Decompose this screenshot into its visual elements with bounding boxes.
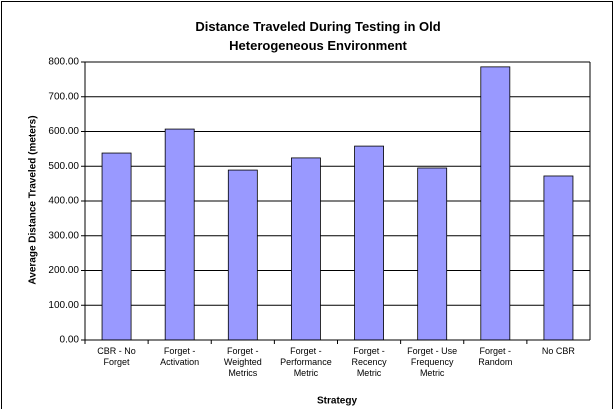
y-axis-label: Average Distance Traveled (meters) [28, 115, 39, 284]
x-axis-label: Strategy [317, 396, 357, 407]
bar [101, 152, 132, 341]
y-tick-label: 0.00 [60, 335, 80, 346]
bar [164, 128, 195, 341]
x-tick-label: Forget - Use Frequency Metric [407, 346, 458, 378]
y-tick-label: 700.00 [48, 91, 79, 102]
y-tick-label: 600.00 [48, 126, 79, 137]
y-tick-label: 200.00 [48, 265, 79, 276]
x-tick-label: Forget - Weighted Metrics [223, 346, 262, 378]
x-tick-label: CBR - No Forget [97, 346, 136, 367]
x-tick-label: No CBR [541, 346, 575, 356]
bar [543, 175, 574, 341]
bar [354, 145, 384, 341]
x-tick-label: Forget - Activation [160, 346, 200, 367]
bar [417, 167, 448, 341]
bar [291, 157, 321, 341]
y-tick-label: 400.00 [48, 196, 79, 207]
bar [227, 169, 258, 341]
x-tick-label: Forget - Performance Metric [280, 346, 332, 378]
y-tick-label: 100.00 [48, 300, 79, 311]
chart-title: Distance Traveled During Testing in Old … [195, 19, 441, 53]
y-tick-label: 800.00 [48, 57, 79, 68]
y-tick-label: 300.00 [48, 230, 79, 241]
x-tick-label: Forget - Recency Metric [351, 346, 387, 378]
bar [480, 66, 511, 341]
y-tick-label: 500.00 [48, 161, 79, 172]
x-tick-label: Forget - Random [478, 346, 513, 367]
